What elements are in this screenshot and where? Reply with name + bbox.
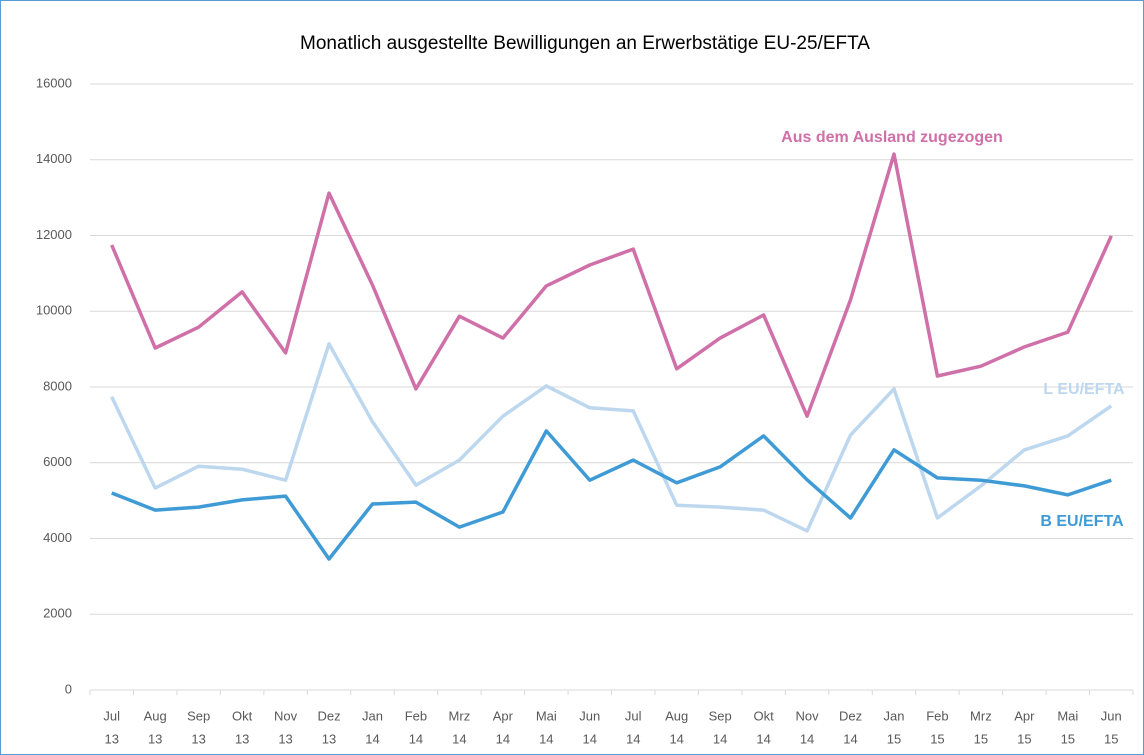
x-tick-label: Jun (1101, 708, 1122, 723)
x-tick-label: Jan (362, 708, 383, 723)
x-tick-label: 14 (539, 731, 553, 746)
x-tick-label: Mai (1057, 708, 1078, 723)
x-tick-label: Mrz (449, 708, 471, 723)
x-tick-label: 13 (235, 731, 249, 746)
x-tick-label: Mai (536, 708, 557, 723)
x-tick-label: 13 (148, 731, 162, 746)
y-tick-label: 8000 (43, 378, 72, 393)
y-tick-label: 2000 (43, 606, 72, 621)
x-tick-label: 14 (669, 731, 683, 746)
x-tick-label: Okt (232, 708, 253, 723)
x-tick-label: 13 (191, 731, 205, 746)
x-tick-label: Nov (796, 708, 820, 723)
x-tick-label: Dez (317, 708, 340, 723)
x-tick-label: 15 (1061, 731, 1075, 746)
x-tick-label: 14 (713, 731, 727, 746)
series-label: L EU/EFTA (1043, 381, 1125, 398)
x-tick-label: Jan (883, 708, 904, 723)
x-tick-label: 13 (104, 731, 118, 746)
x-tick-label: Dez (839, 708, 862, 723)
series-label: B EU/EFTA (1040, 513, 1124, 530)
x-tick-label: Jul (103, 708, 120, 723)
x-tick-label: 14 (365, 731, 379, 746)
x-tick-label: Feb (926, 708, 948, 723)
x-tick-label: Jun (579, 708, 600, 723)
x-tick-label: 14 (496, 731, 510, 746)
x-tick-label: Jul (625, 708, 642, 723)
x-tick-label: 15 (974, 731, 988, 746)
y-tick-label: 10000 (36, 303, 72, 318)
x-tick-label: 15 (1017, 731, 1031, 746)
series-line (111, 429, 1112, 561)
series-label: Aus dem Ausland zugezogen (781, 129, 1003, 146)
x-tick-label: 14 (452, 731, 466, 746)
y-tick-label: 0 (65, 681, 72, 696)
x-tick-label: 15 (1104, 731, 1118, 746)
y-tick-label: 12000 (36, 227, 72, 242)
x-tick-label: 13 (278, 731, 292, 746)
x-tick-label: 14 (626, 731, 640, 746)
x-tick-label: Apr (1014, 708, 1035, 723)
series-line (110, 342, 1113, 533)
x-tick-label: Aug (665, 708, 688, 723)
x-tick-label: Feb (405, 708, 427, 723)
x-tick-label: 14 (756, 731, 770, 746)
x-tick-label: Okt (753, 708, 774, 723)
y-tick-label: 6000 (43, 454, 72, 469)
x-tick-label: Aug (144, 708, 167, 723)
series-line (110, 152, 1113, 418)
x-tick-label: 13 (322, 731, 336, 746)
y-tick-label: 14000 (36, 151, 72, 166)
x-tick-label: Sep (187, 708, 210, 723)
x-tick-label: 15 (887, 731, 901, 746)
x-tick-label: Nov (274, 708, 298, 723)
x-tick-label: 14 (409, 731, 423, 746)
x-tick-label: Apr (493, 708, 514, 723)
x-tick-label: 14 (843, 731, 857, 746)
x-tick-label: 14 (800, 731, 814, 746)
x-tick-label: 15 (930, 731, 944, 746)
x-tick-label: 14 (583, 731, 597, 746)
chart-title: Monatlich ausgestellte Bewilligungen an … (300, 33, 870, 54)
x-tick-label: Sep (709, 708, 732, 723)
x-tick-label: Mrz (970, 708, 992, 723)
y-tick-label: 4000 (43, 530, 72, 545)
y-tick-label: 16000 (36, 75, 72, 90)
